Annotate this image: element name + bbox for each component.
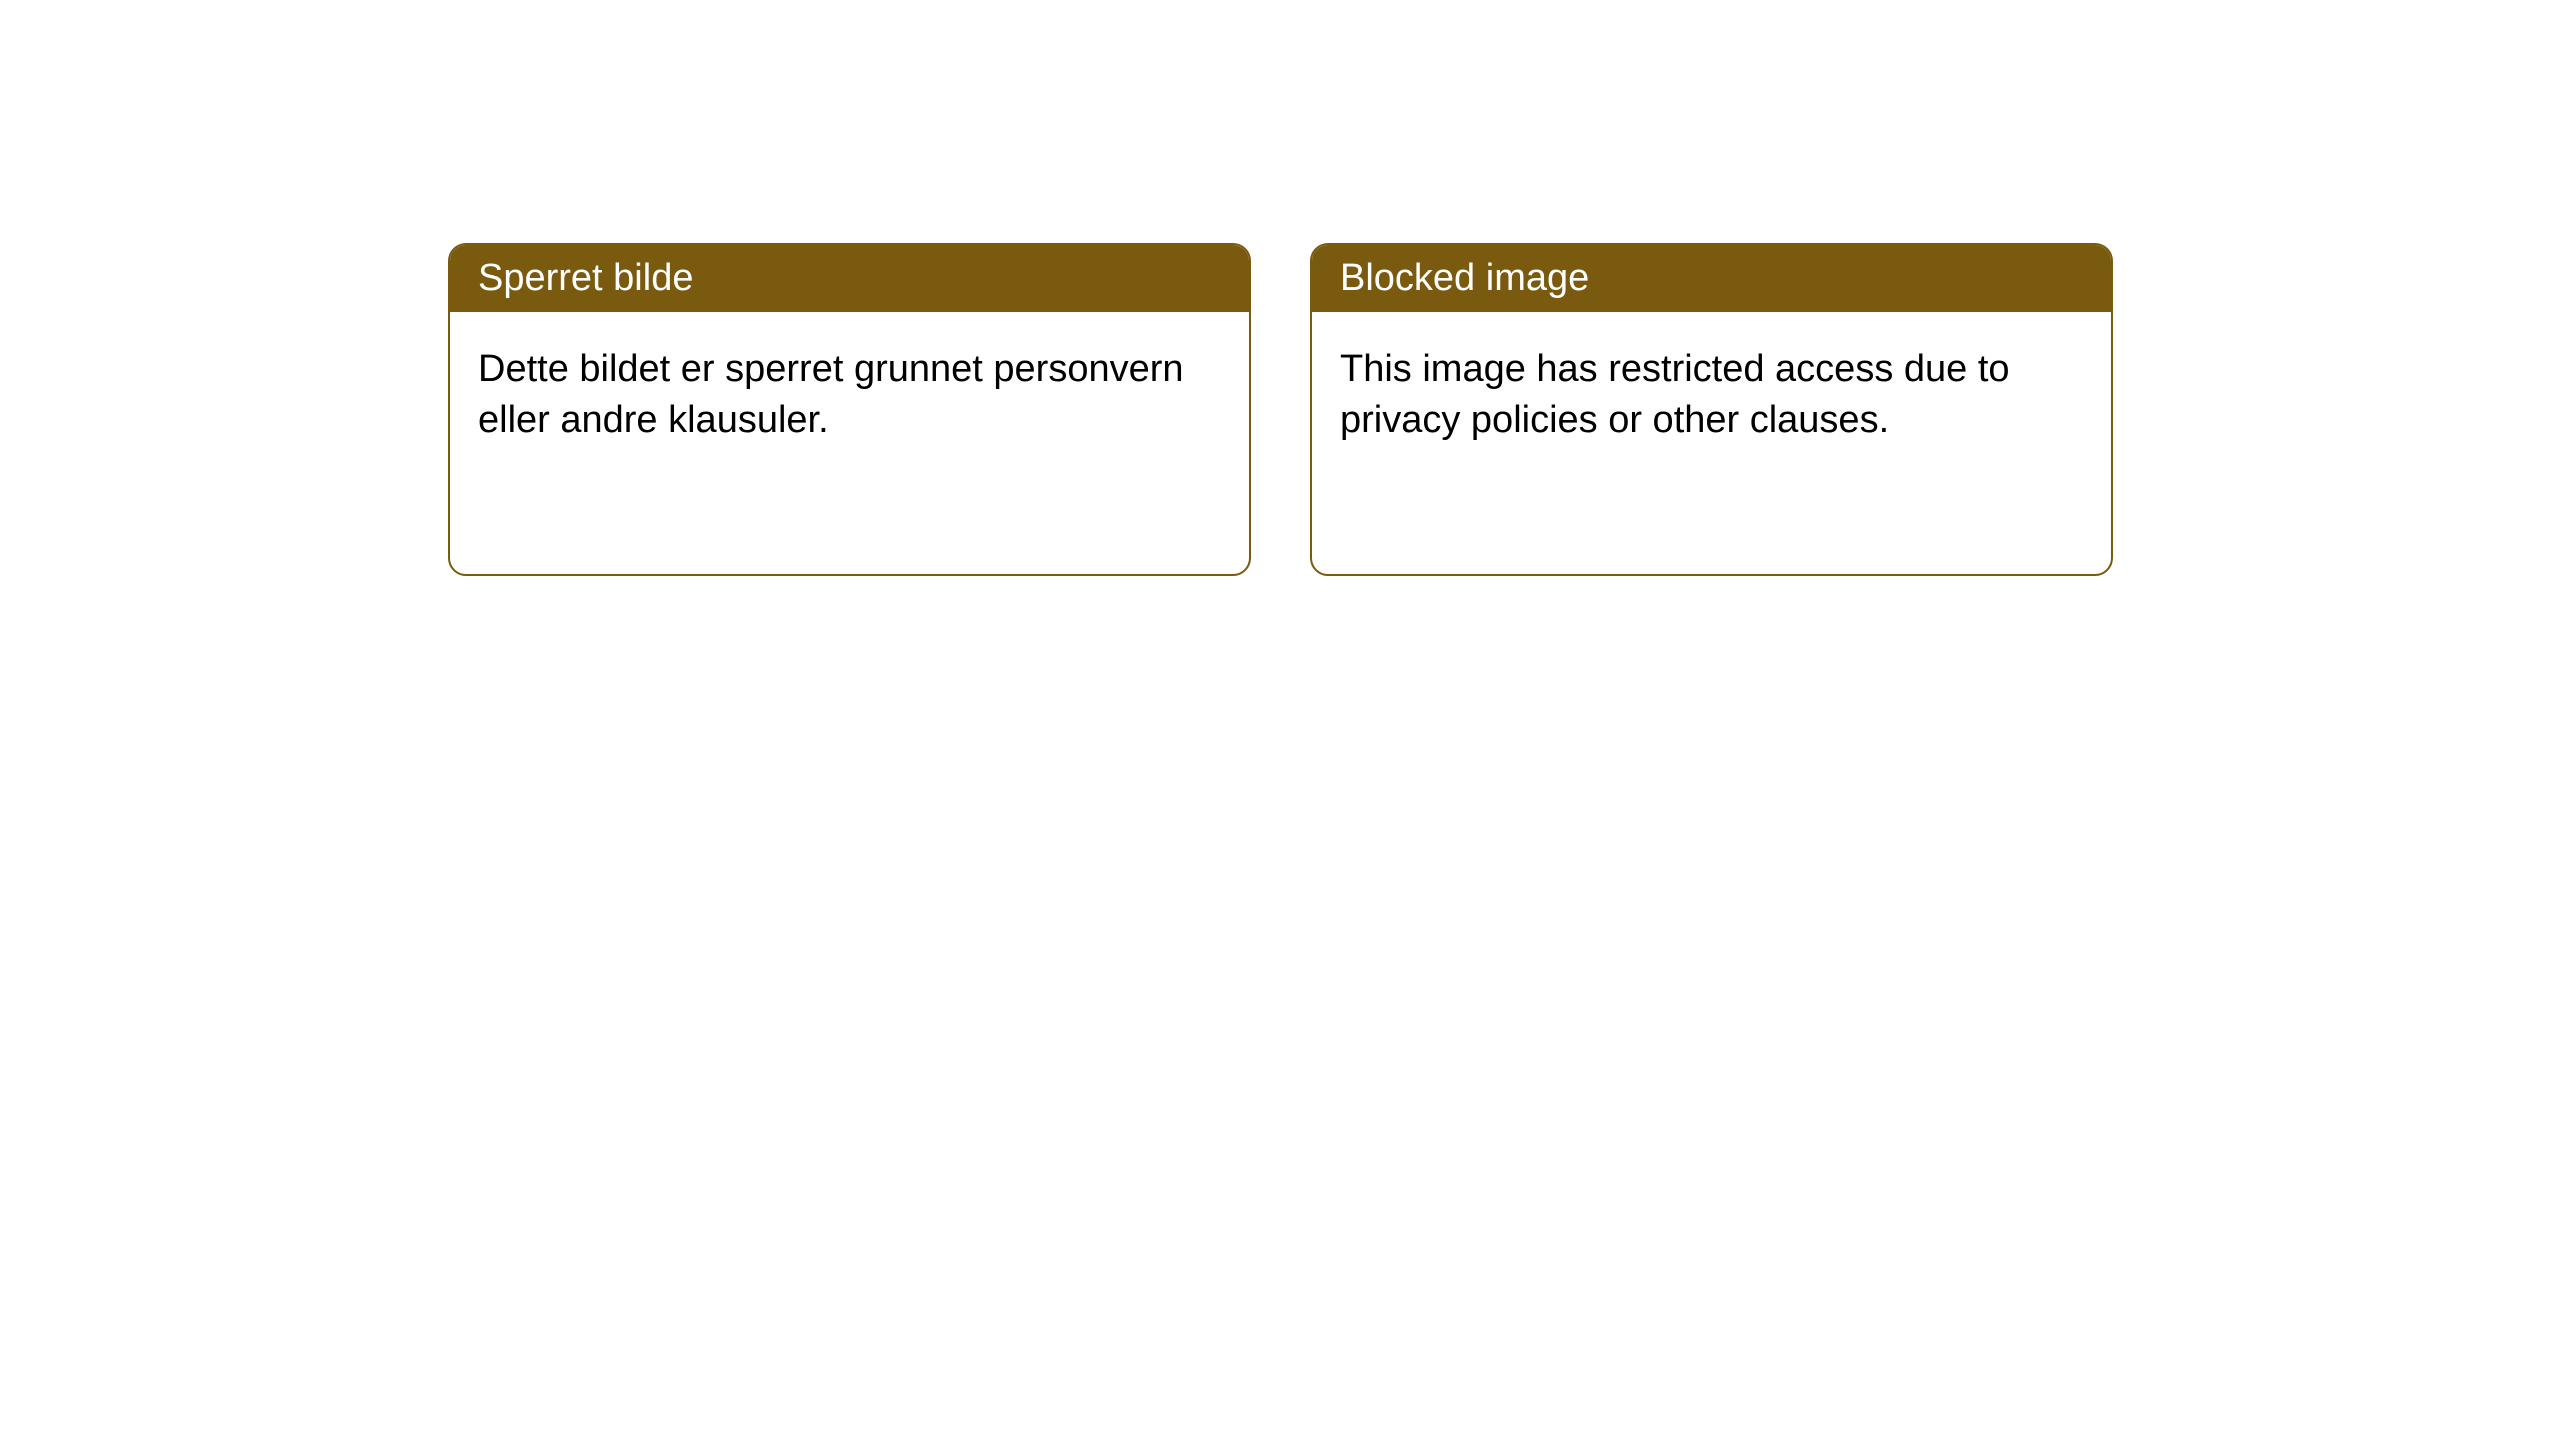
card-body-no: Dette bildet er sperret grunnet personve… (450, 312, 1249, 479)
notice-container: Sperret bilde Dette bildet er sperret gr… (448, 243, 2113, 576)
card-message-no: Dette bildet er sperret grunnet personve… (478, 348, 1184, 441)
card-title-no: Sperret bilde (478, 257, 693, 299)
card-message-en: This image has restricted access due to … (1340, 348, 2010, 441)
blocked-image-card-en: Blocked image This image has restricted … (1310, 243, 2113, 576)
card-title-en: Blocked image (1340, 257, 1589, 299)
blocked-image-card-no: Sperret bilde Dette bildet er sperret gr… (448, 243, 1251, 576)
card-body-en: This image has restricted access due to … (1312, 312, 2111, 479)
card-header-en: Blocked image (1312, 245, 2111, 312)
card-header-no: Sperret bilde (450, 245, 1249, 312)
